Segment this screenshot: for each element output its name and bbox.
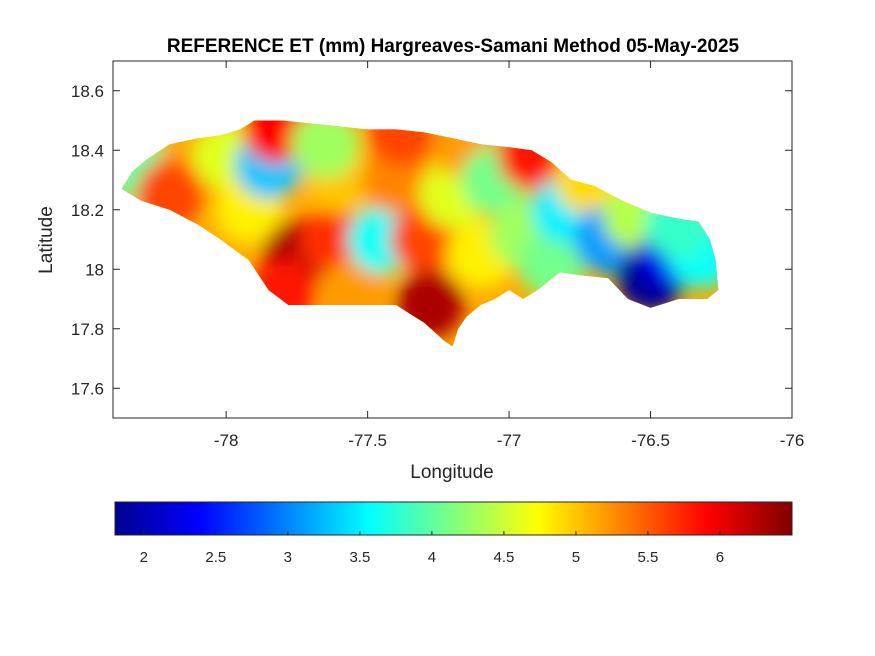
x-tick-label: -76.5 xyxy=(631,431,670,450)
et-value-region xyxy=(299,205,368,274)
et-map xyxy=(121,120,719,347)
colorbar-tick-label: 4 xyxy=(428,549,436,566)
y-axis-ticks: 17.6 17.8 18 18.2 18.4 18.6 xyxy=(71,82,792,398)
x-tick-label: -77.5 xyxy=(348,431,387,450)
colorbar xyxy=(114,501,793,536)
et-value-region xyxy=(291,120,360,179)
y-tick-label: 18 xyxy=(85,260,104,279)
colorbar-tick-label: 5.5 xyxy=(638,549,659,566)
colorbar-tick-label: 3 xyxy=(284,549,292,566)
y-tick-label: 17.8 xyxy=(71,320,104,339)
colorbar-tick-label: 2 xyxy=(140,549,148,566)
x-tick-label: -76 xyxy=(780,431,805,450)
y-axis-label: Latitude xyxy=(36,206,57,274)
colorbar-tick-label: 5 xyxy=(572,549,580,566)
x-tick-label: -78 xyxy=(214,431,239,450)
chart-title: REFERENCE ET (mm) Hargreaves-Samani Meth… xyxy=(167,36,740,57)
colorbar-tick-label: 3.5 xyxy=(349,549,370,566)
x-axis-ticks: -78 -77.5 -77 -76.5 -76 xyxy=(214,61,804,450)
et-value-region xyxy=(367,120,436,167)
y-tick-label: 18.2 xyxy=(71,201,104,220)
colorbar-tick-label: 6 xyxy=(716,549,724,566)
y-tick-label: 17.6 xyxy=(71,379,104,398)
colorbar-tick-label: 2.5 xyxy=(205,549,226,566)
y-tick-label: 18.4 xyxy=(71,141,104,160)
colorbar-tick-label: 4.5 xyxy=(493,549,514,566)
x-axis-label: Longitude xyxy=(410,462,493,483)
y-tick-label: 18.6 xyxy=(71,82,104,101)
colorbar-ticks: 2 2.5 3 3.5 4 4.5 5 5.5 6 xyxy=(140,531,724,566)
x-tick-label: -77 xyxy=(497,431,522,450)
